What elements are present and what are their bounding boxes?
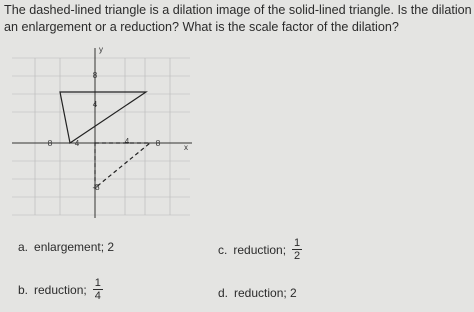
option-letter: c. (218, 242, 228, 257)
option[interactable]: d. reduction; 2 (218, 286, 297, 300)
y-tick-label: -8 (92, 183, 100, 192)
option[interactable]: a. enlargement; 2 (18, 240, 114, 254)
x-tick-label: 4 (125, 137, 130, 146)
dashed-triangle (94, 142, 152, 190)
question: The dashed-lined triangle is a dilation … (4, 3, 472, 34)
option-letter: a. (18, 240, 29, 254)
x-tick-label: 8 (48, 139, 53, 148)
option-letter: d. (218, 286, 229, 300)
numerator: 1 (292, 237, 303, 250)
option-text: reduction; (34, 282, 87, 297)
x-tick-label: 8 (156, 139, 161, 148)
option-letter: b. (18, 282, 29, 297)
option-text: enlargement; 2 (34, 240, 115, 254)
solid-triangle (59, 91, 148, 145)
grid (12, 57, 190, 216)
option-text: reduction; (233, 242, 287, 257)
fraction: 1 2 (292, 237, 303, 262)
denominator: 4 (94, 290, 101, 302)
graph: y x 8 4 -8 8 4 4 8 (12, 45, 192, 218)
x-axis-label: x (184, 143, 188, 152)
fraction: 1 4 (92, 277, 103, 302)
option[interactable]: c. reduction; 1 2 (218, 237, 303, 262)
x-tick-label: 4 (75, 139, 80, 148)
denominator: 2 (294, 250, 301, 262)
option[interactable]: b. reduction; 1 4 (18, 277, 103, 302)
numerator: 1 (92, 277, 103, 290)
y-axis-label: y (99, 45, 103, 54)
y-tick-label: 8 (93, 71, 98, 80)
option-text: reduction; 2 (234, 286, 297, 300)
y-tick-label: 4 (93, 100, 98, 109)
